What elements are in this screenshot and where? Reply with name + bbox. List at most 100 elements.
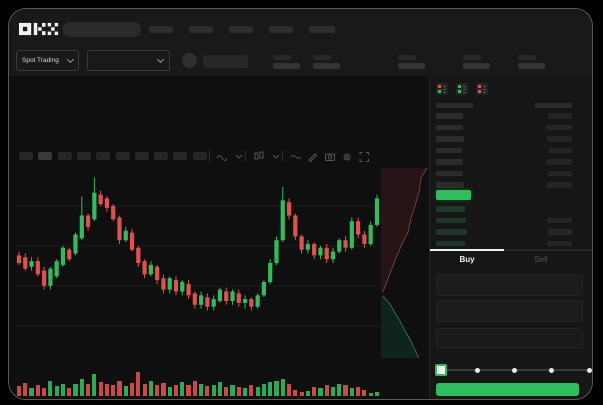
slider-stop-4[interactable] (586, 367, 592, 373)
ask-amount[interactable] (548, 170, 572, 176)
ask-price[interactable] (436, 124, 463, 130)
bid-price[interactable] (436, 206, 465, 212)
chevron-down-icon[interactable] (233, 150, 245, 163)
amount-field[interactable] (436, 300, 583, 322)
ask-amount[interactable] (546, 159, 572, 165)
ask-price[interactable] (436, 136, 464, 142)
interval-button-7[interactable] (134, 152, 149, 160)
volume-bar (330, 386, 336, 396)
nav-item-1[interactable] (149, 26, 173, 33)
toolbar-divider (245, 150, 246, 162)
interval-button-8[interactable] (154, 152, 169, 160)
ask-amount[interactable] (546, 124, 572, 130)
icon-line (443, 91, 446, 93)
volume-bar (368, 392, 373, 396)
okx-logo[interactable] (19, 22, 59, 41)
bid-amount[interactable] (547, 240, 572, 246)
pencil-icon[interactable] (307, 150, 319, 163)
interval-button-9[interactable] (173, 152, 188, 160)
volume-bar (79, 379, 84, 396)
interval-button-3[interactable] (57, 152, 72, 160)
nav-item-4[interactable] (269, 26, 293, 33)
bid-amount[interactable] (547, 217, 572, 223)
bid-price[interactable] (436, 229, 467, 235)
pair-selector-dropdown[interactable] (87, 50, 170, 71)
ask-amount[interactable] (549, 147, 572, 153)
icon-line (483, 85, 486, 87)
volume-histogram (16, 368, 380, 396)
icon-line (483, 91, 486, 93)
bid-amount[interactable] (548, 229, 572, 235)
coin-avatar[interactable] (182, 53, 197, 68)
volume-bar (155, 385, 160, 396)
volume-bar (180, 382, 185, 396)
interval-button-4[interactable] (76, 152, 91, 160)
interval-button-5[interactable] (96, 152, 111, 160)
search-input[interactable] (63, 22, 141, 37)
volume-bar (261, 383, 266, 396)
bid-price[interactable] (436, 217, 466, 223)
slider-stop-2[interactable] (512, 367, 517, 373)
ask-price[interactable] (436, 170, 463, 176)
tab-buy[interactable]: Buy (459, 255, 475, 264)
book-asks-icon[interactable] (476, 83, 488, 95)
chevron-down-icon[interactable] (270, 150, 282, 163)
nav-item-2[interactable] (189, 26, 213, 33)
stat-value-4 (463, 63, 490, 69)
book-both-icon[interactable] (436, 83, 448, 95)
volume-bar (85, 384, 91, 396)
book-bids-icon[interactable] (456, 83, 468, 95)
buy-tab-underline (430, 249, 504, 251)
volume-bar (217, 382, 223, 396)
candlestick-chart[interactable] (16, 168, 380, 358)
volume-bar (23, 383, 28, 396)
ask-price[interactable] (436, 182, 464, 188)
ask-amount[interactable] (548, 113, 572, 119)
volume-bar (186, 385, 191, 396)
volume-bar (48, 381, 53, 396)
stat-label-2 (313, 55, 331, 60)
tab-sell[interactable]: Sell (534, 255, 548, 264)
line-tool-icon[interactable] (290, 150, 302, 163)
volume-bar (173, 384, 179, 396)
gear-icon[interactable] (341, 150, 353, 163)
price-field[interactable] (436, 274, 583, 296)
volume-bar (324, 385, 329, 396)
interval-button-10[interactable] (192, 152, 207, 160)
volume-bar (123, 386, 128, 396)
slider-stop-3[interactable] (549, 367, 555, 373)
icon-mark (478, 90, 481, 93)
tab-divider (430, 249, 592, 251)
last-price-highlight[interactable] (436, 190, 471, 200)
slider-stop-1[interactable] (474, 367, 480, 373)
candles-icon[interactable] (253, 150, 265, 163)
volume-bar (92, 374, 97, 396)
buy-button[interactable] (436, 383, 579, 396)
volume-bar (211, 384, 216, 396)
ask-price[interactable] (436, 113, 463, 119)
ask-price[interactable] (436, 159, 463, 165)
volume-bar (236, 387, 241, 396)
volume-bar (274, 380, 279, 396)
volume-bar (192, 381, 197, 396)
total-field[interactable] (436, 328, 583, 348)
nav-item-5[interactable] (309, 26, 335, 33)
volume-bar (35, 385, 40, 396)
market-type-dropdown[interactable]: Spot Trading (16, 50, 79, 71)
ask-amount[interactable] (547, 136, 572, 142)
interval-button-1[interactable] (19, 152, 33, 160)
bid-price[interactable] (436, 240, 465, 246)
expand-icon[interactable] (358, 150, 370, 163)
ask-price[interactable] (436, 147, 462, 153)
stat-label-1 (273, 55, 291, 60)
slider-handle[interactable] (435, 364, 447, 376)
nav-item-3[interactable] (229, 26, 253, 33)
pair-name-placeholder (203, 55, 248, 68)
icon-line (483, 88, 486, 90)
interval-button-6[interactable] (115, 152, 130, 160)
camera-icon[interactable] (324, 150, 336, 163)
interval-button-2[interactable] (38, 152, 53, 160)
ask-amount[interactable] (547, 182, 572, 188)
volume-bar (142, 384, 147, 396)
wave-icon[interactable] (216, 150, 228, 163)
